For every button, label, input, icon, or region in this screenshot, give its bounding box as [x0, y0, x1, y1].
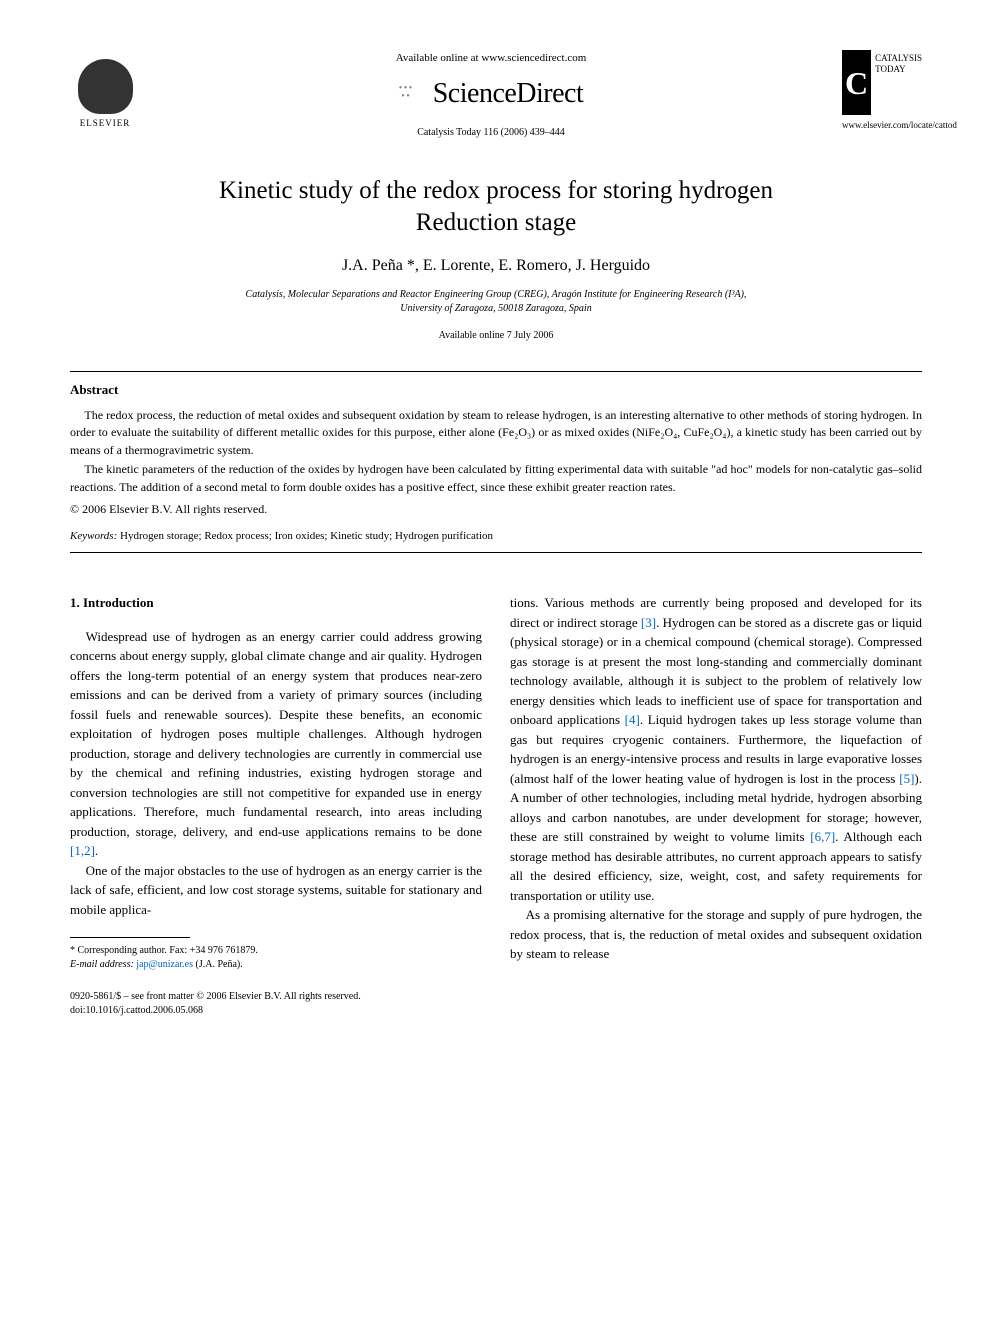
citation-line: Catalysis Today 116 (2006) 439–444	[140, 125, 842, 140]
email-line: E-mail address: jap@unizar.es (J.A. Peña…	[70, 958, 482, 972]
available-date: Available online 7 July 2006	[70, 328, 922, 343]
abstract-copyright: © 2006 Elsevier B.V. All rights reserved…	[70, 500, 922, 518]
issn-line: 0920-5861/$ – see front matter © 2006 El…	[70, 990, 922, 1004]
journal-logo-block: C CATALYSIS TODAY www.elsevier.com/locat…	[842, 50, 922, 133]
col1-p1-text-b: .	[95, 843, 98, 858]
col1-para2: One of the major obstacles to the use of…	[70, 861, 482, 920]
ref-link-1-2[interactable]: [1,2]	[70, 843, 95, 858]
rule-above-abstract	[70, 371, 922, 372]
col2-p1-b: . Hydrogen can be stored as a discrete g…	[510, 615, 922, 728]
footnote-rule	[70, 937, 190, 938]
col1-p1-text-a: Widespread use of hydrogen as an energy …	[70, 629, 482, 839]
affiliation-line1: Catalysis, Molecular Separations and Rea…	[246, 289, 747, 300]
abstract-body: The redox process, the reduction of meta…	[70, 407, 922, 518]
abstract-heading: Abstract	[70, 380, 922, 400]
ref-link-6-7[interactable]: [6,7]	[810, 829, 835, 844]
publisher-logo: ELSEVIER	[70, 50, 140, 130]
sciencedirect-dots-icon	[399, 85, 429, 105]
column-right: tions. Various methods are currently bei…	[510, 593, 922, 972]
col2-para2: As a promising alternative for the stora…	[510, 905, 922, 964]
journal-name-line1: CATALYSIS	[875, 53, 922, 63]
column-left: 1. Introduction Widespread use of hydrog…	[70, 593, 482, 972]
corresponding-author-note: * Corresponding author. Fax: +34 976 761…	[70, 944, 482, 958]
keywords-text: Hydrogen storage; Redox process; Iron ox…	[117, 530, 493, 542]
email-label: E-mail address:	[70, 959, 134, 970]
affiliation-line2: University of Zaragoza, 50018 Zaragoza, …	[400, 303, 591, 314]
rule-below-keywords	[70, 552, 922, 553]
journal-name-line2: TODAY	[875, 64, 906, 74]
doi-line: doi:10.1016/j.cattod.2006.05.068	[70, 1004, 922, 1018]
header-center: Available online at www.sciencedirect.co…	[140, 50, 842, 140]
keywords-label: Keywords:	[70, 530, 117, 542]
journal-logo-icon: C	[842, 50, 871, 115]
abstract-p2: The kinetic parameters of the reduction …	[70, 461, 922, 496]
page-header: ELSEVIER Available online at www.science…	[70, 50, 922, 140]
platform-logo: ScienceDirect	[140, 73, 842, 115]
affiliation: Catalysis, Molecular Separations and Rea…	[70, 288, 922, 316]
section-1-heading: 1. Introduction	[70, 593, 482, 613]
authors-line: J.A. Peña *, E. Lorente, E. Romero, J. H…	[70, 254, 922, 278]
ref-link-4[interactable]: [4]	[625, 712, 640, 727]
title-line2: Reduction stage	[416, 209, 576, 236]
ref-link-5[interactable]: [5]	[899, 771, 914, 786]
elsevier-tree-icon	[78, 59, 133, 114]
title-line1: Kinetic study of the redox process for s…	[219, 177, 773, 204]
article-title: Kinetic study of the redox process for s…	[70, 175, 922, 240]
ref-link-3[interactable]: [3]	[641, 615, 656, 630]
body-columns: 1. Introduction Widespread use of hydrog…	[70, 593, 922, 972]
platform-name: ScienceDirect	[433, 78, 584, 109]
publisher-name: ELSEVIER	[80, 117, 131, 131]
col2-para1: tions. Various methods are currently bei…	[510, 593, 922, 905]
page-footer-meta: 0920-5861/$ – see front matter © 2006 El…	[70, 990, 922, 1018]
abstract-p1: The redox process, the reduction of meta…	[70, 407, 922, 459]
email-link[interactable]: jap@unizar.es	[136, 959, 193, 970]
available-online-text: Available online at www.sciencedirect.co…	[140, 50, 842, 67]
journal-url: www.elsevier.com/locate/cattod	[842, 119, 922, 133]
journal-name: CATALYSIS TODAY	[875, 53, 922, 75]
footnotes: * Corresponding author. Fax: +34 976 761…	[70, 944, 482, 972]
keywords-line: Keywords: Hydrogen storage; Redox proces…	[70, 528, 922, 545]
col1-para1: Widespread use of hydrogen as an energy …	[70, 627, 482, 861]
journal-logo-letter: C	[845, 59, 868, 107]
email-author: (J.A. Peña).	[193, 959, 243, 970]
